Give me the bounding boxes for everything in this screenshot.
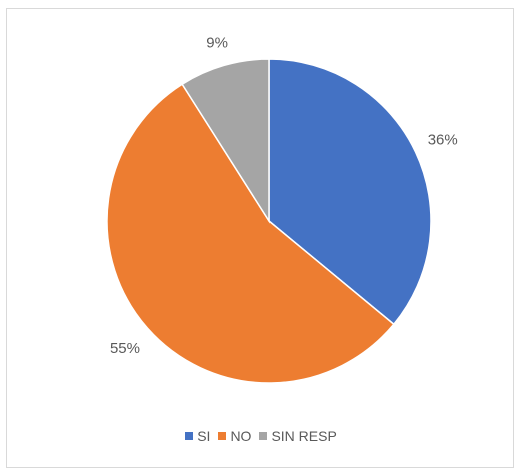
legend-item-si: SI [185,428,210,444]
legend-swatch-sin-resp [259,432,268,440]
legend-item-sin-resp: SIN RESP [259,428,337,444]
legend-swatch-no [218,432,227,440]
legend-swatch-si [185,432,194,440]
legend-label-sin-resp: SIN RESP [271,428,337,444]
legend-label-no: NO [230,428,252,444]
chart-legend: SI NO SIN RESP [0,428,522,444]
legend-label-si: SI [197,428,211,444]
data-label-si: 36% [428,131,458,148]
data-label-sin-resp: 9% [206,34,228,51]
pie-slice-no [106,83,395,384]
legend-item-no: NO [218,428,251,444]
pie-slice-sin-resp [181,58,270,224]
pie-slice-si [268,58,432,326]
data-label-no: 55% [110,340,140,357]
